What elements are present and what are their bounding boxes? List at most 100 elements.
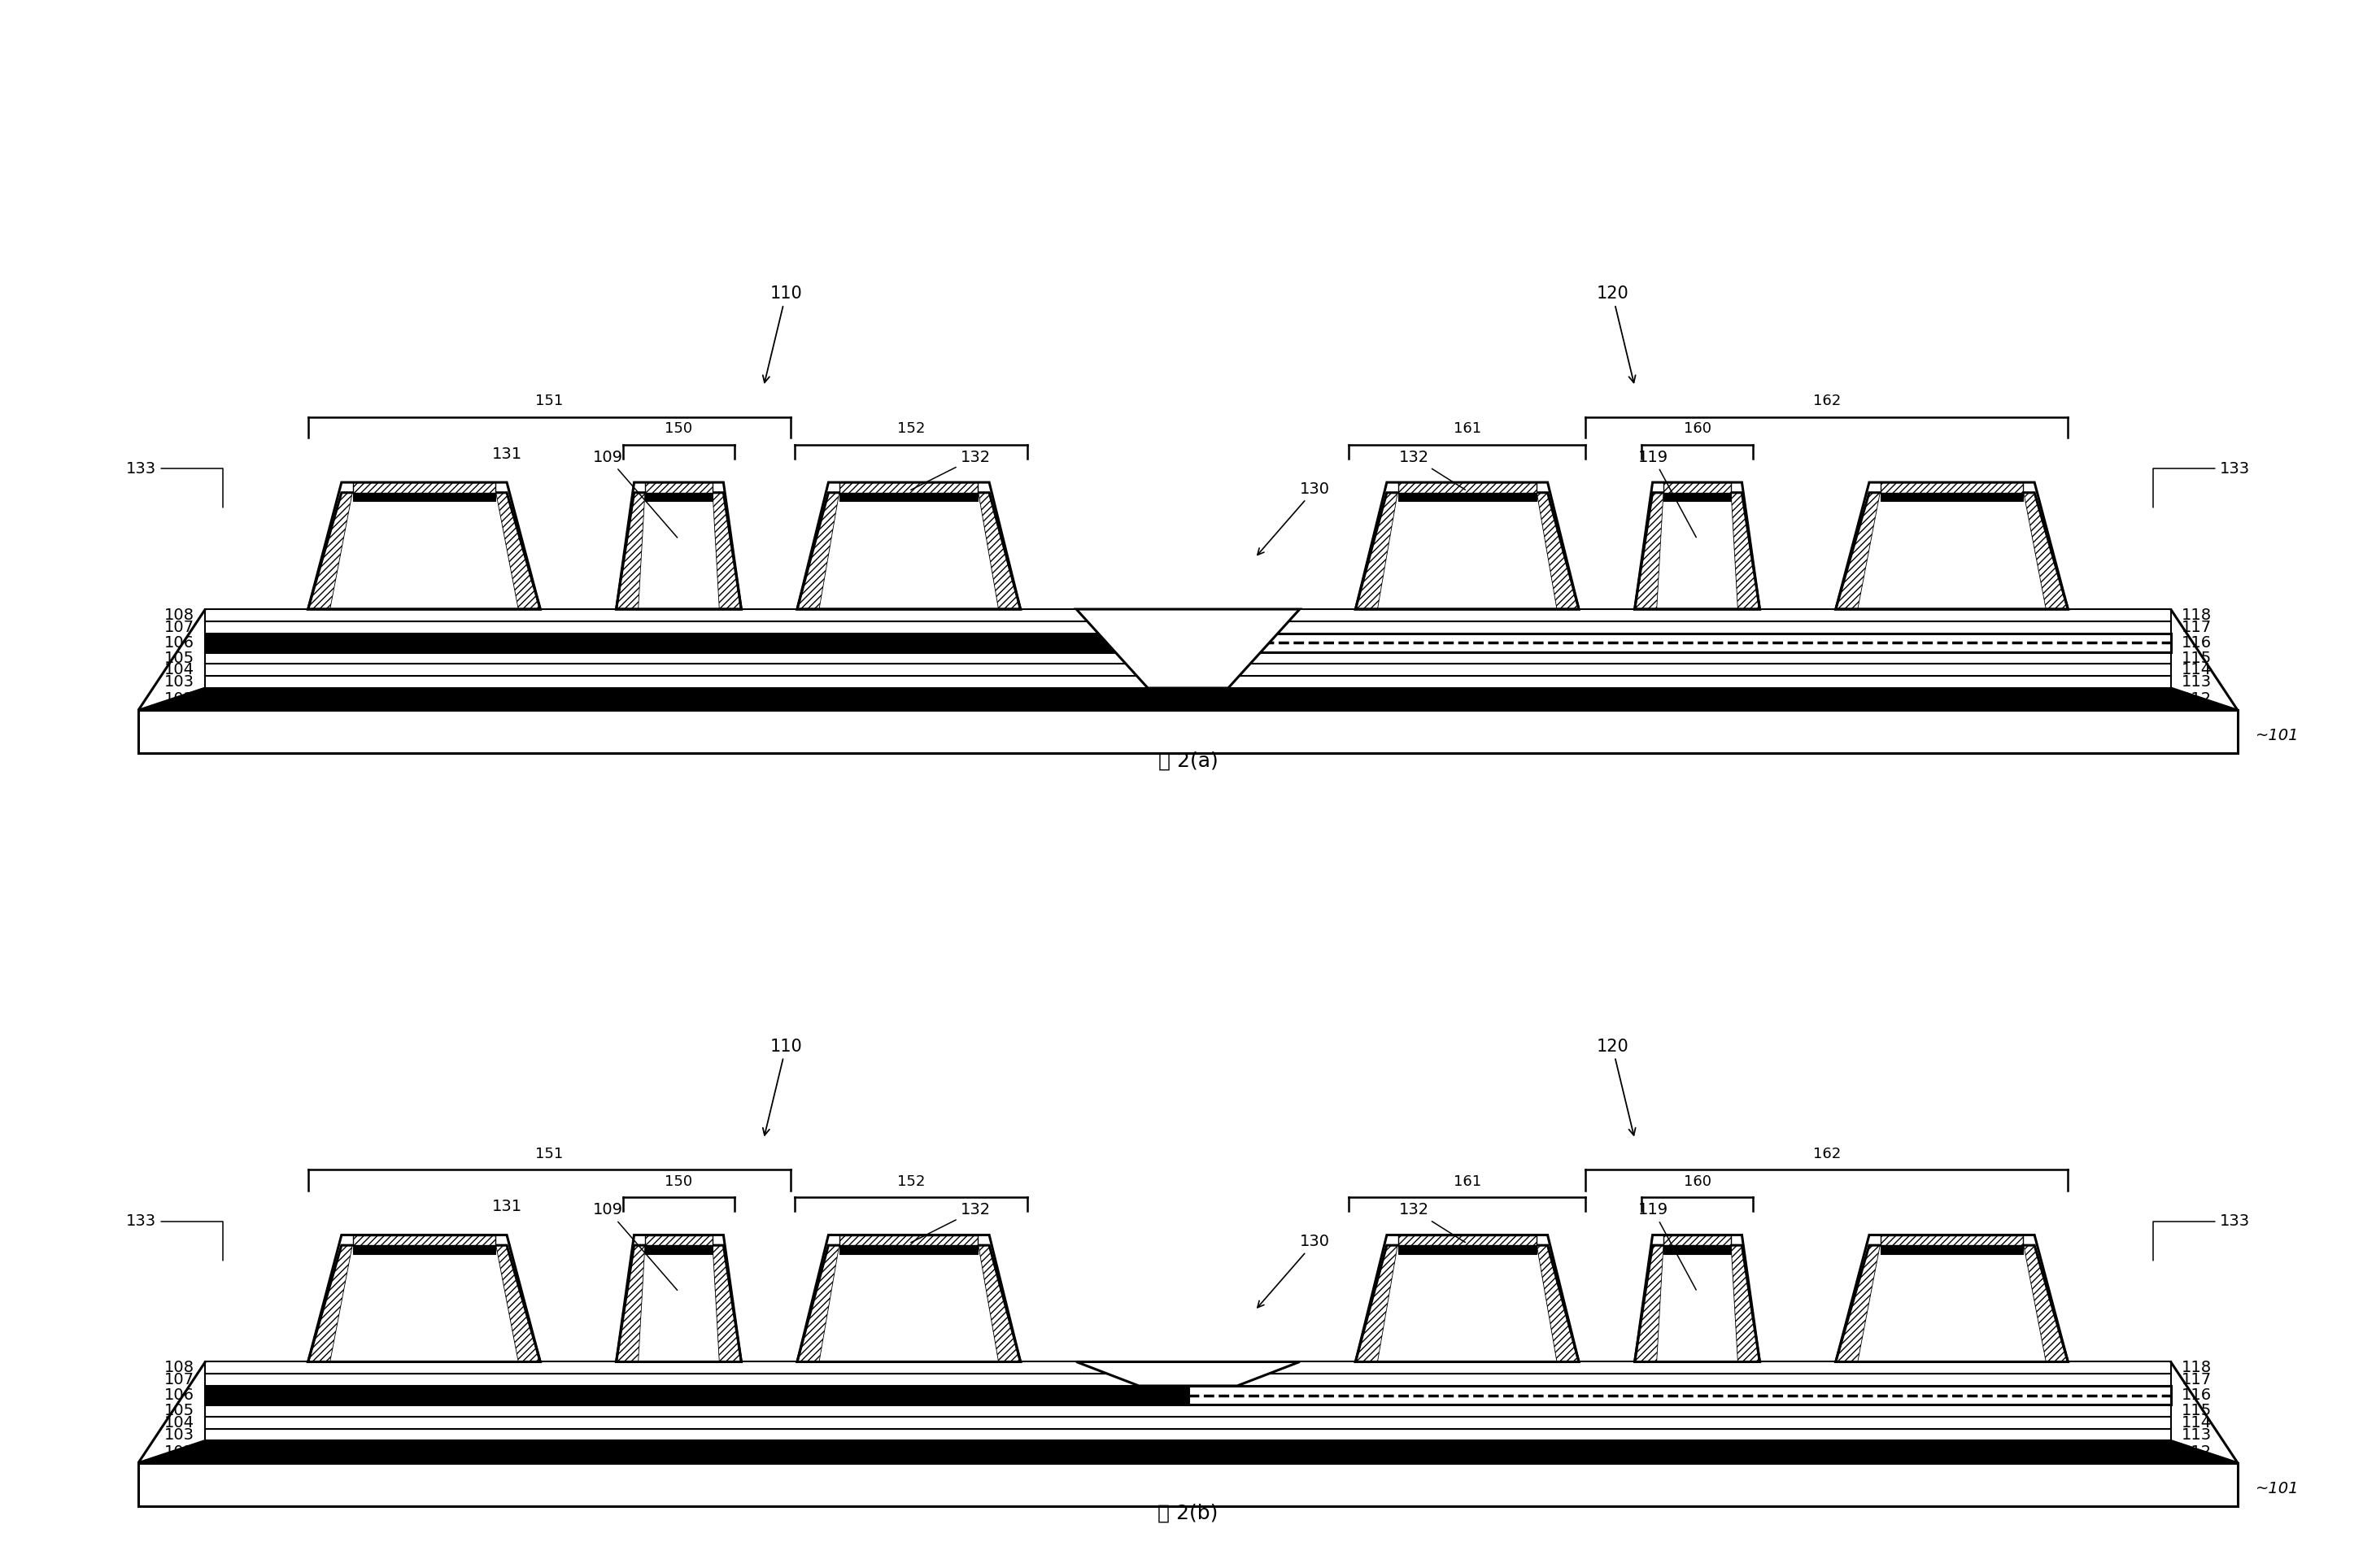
Text: 130: 130 <box>1257 1234 1331 1308</box>
Polygon shape <box>330 492 518 610</box>
Bar <box>839 483 979 492</box>
Polygon shape <box>1730 492 1761 610</box>
Polygon shape <box>1656 1245 1737 1363</box>
Polygon shape <box>2172 1363 2238 1463</box>
Text: 117: 117 <box>2181 1372 2212 1388</box>
Polygon shape <box>204 633 1188 652</box>
Bar <box>1397 1245 1537 1254</box>
Polygon shape <box>1378 492 1556 610</box>
Polygon shape <box>138 1441 2238 1463</box>
Text: 110: 110 <box>763 285 803 383</box>
Text: 107: 107 <box>164 1372 195 1388</box>
Polygon shape <box>1354 1245 1397 1363</box>
Text: 108: 108 <box>164 1359 195 1375</box>
Bar <box>352 1245 497 1254</box>
Polygon shape <box>204 663 2172 676</box>
Text: 131: 131 <box>492 1200 523 1215</box>
Polygon shape <box>1635 1245 1663 1363</box>
Text: 133: 133 <box>126 1214 223 1261</box>
Polygon shape <box>713 492 741 610</box>
Bar <box>1879 1236 2024 1245</box>
Polygon shape <box>1378 1245 1556 1363</box>
Bar <box>352 1236 497 1245</box>
Text: 114: 114 <box>2181 662 2212 677</box>
Text: 110: 110 <box>763 1038 803 1135</box>
Text: 106: 106 <box>164 1388 195 1403</box>
Bar <box>839 1245 979 1254</box>
Polygon shape <box>639 492 720 610</box>
Text: 113: 113 <box>2181 674 2212 690</box>
Polygon shape <box>204 652 2172 663</box>
Polygon shape <box>309 492 352 610</box>
Polygon shape <box>979 1245 1022 1363</box>
Polygon shape <box>204 1363 2172 1374</box>
Polygon shape <box>1354 492 1397 610</box>
Bar <box>352 492 497 502</box>
Text: 150: 150 <box>665 422 694 436</box>
Bar <box>1663 492 1730 502</box>
Polygon shape <box>796 1245 839 1363</box>
Polygon shape <box>204 1374 2172 1386</box>
Bar <box>138 1463 2238 1505</box>
Text: 113: 113 <box>2181 1427 2212 1443</box>
Bar <box>1663 1245 1730 1254</box>
Polygon shape <box>497 492 539 610</box>
Text: 109: 109 <box>594 1203 677 1290</box>
Text: 106: 106 <box>164 635 195 651</box>
Polygon shape <box>796 492 839 610</box>
Text: 132: 132 <box>1399 450 1466 489</box>
Polygon shape <box>1188 633 2172 652</box>
Text: 105: 105 <box>164 1403 195 1419</box>
Text: 132: 132 <box>1399 1203 1466 1242</box>
Text: 131: 131 <box>492 447 523 463</box>
Bar <box>1397 483 1537 492</box>
Polygon shape <box>2024 1245 2067 1363</box>
Polygon shape <box>309 1245 352 1363</box>
Bar <box>352 483 497 492</box>
Text: 132: 132 <box>910 450 991 489</box>
Polygon shape <box>138 688 2238 710</box>
Polygon shape <box>1076 610 1300 688</box>
Polygon shape <box>204 1428 2172 1441</box>
Text: 120: 120 <box>1597 1038 1635 1135</box>
Text: 102: 102 <box>164 691 195 707</box>
Polygon shape <box>1076 1363 1300 1386</box>
Text: 161: 161 <box>1454 1174 1480 1189</box>
Polygon shape <box>204 1405 2172 1416</box>
Polygon shape <box>1837 1245 1879 1363</box>
Text: 117: 117 <box>2181 619 2212 635</box>
Polygon shape <box>204 621 2172 633</box>
Polygon shape <box>820 1245 998 1363</box>
Bar <box>1397 1236 1537 1245</box>
Polygon shape <box>1188 1386 2172 1405</box>
Bar <box>839 492 979 502</box>
Polygon shape <box>204 610 2172 621</box>
Text: 108: 108 <box>164 607 195 622</box>
Polygon shape <box>1537 1245 1578 1363</box>
Text: 118: 118 <box>2181 1359 2212 1375</box>
Text: 图 2(a): 图 2(a) <box>1157 751 1219 770</box>
Text: 118: 118 <box>2181 607 2212 622</box>
Text: 119: 119 <box>1637 450 1696 538</box>
Text: 160: 160 <box>1685 1174 1711 1189</box>
Text: 150: 150 <box>665 1174 694 1189</box>
Text: ~101: ~101 <box>2255 728 2300 743</box>
Polygon shape <box>497 1245 539 1363</box>
Text: 130: 130 <box>1257 481 1331 555</box>
Polygon shape <box>820 492 998 610</box>
Polygon shape <box>1537 492 1578 610</box>
Text: 103: 103 <box>164 1427 195 1443</box>
Text: 104: 104 <box>164 662 195 677</box>
Polygon shape <box>1656 492 1737 610</box>
Text: 152: 152 <box>898 1174 924 1189</box>
Polygon shape <box>1858 492 2046 610</box>
Text: 133: 133 <box>126 461 223 508</box>
Text: 115: 115 <box>2181 1403 2212 1419</box>
Text: 103: 103 <box>164 674 195 690</box>
Text: 151: 151 <box>535 1146 563 1162</box>
Bar <box>839 1236 979 1245</box>
Polygon shape <box>204 676 2172 688</box>
Bar <box>646 492 713 502</box>
Bar <box>1663 483 1730 492</box>
Bar <box>646 1245 713 1254</box>
